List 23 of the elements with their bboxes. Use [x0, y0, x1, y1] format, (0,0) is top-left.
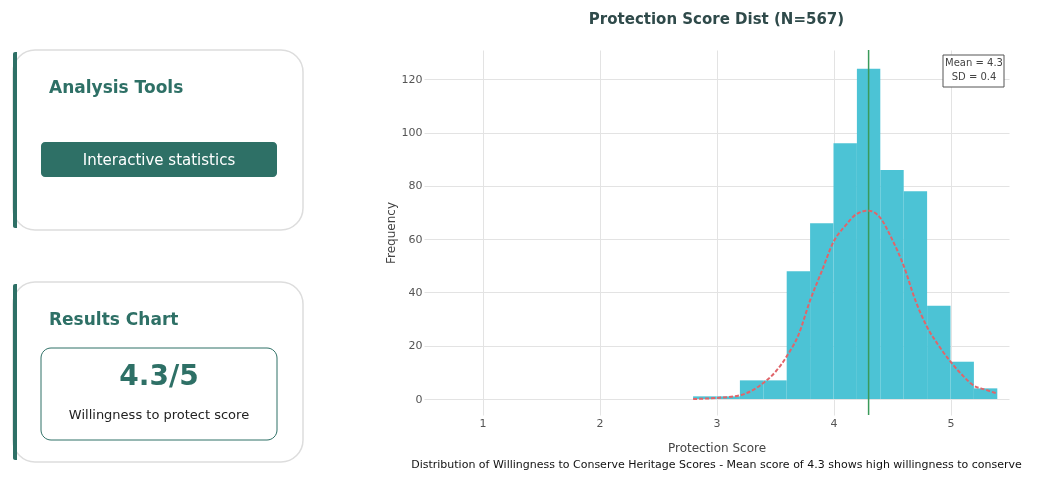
text: Analysis Tools — [49, 77, 184, 97]
text: Results Chart — [49, 309, 179, 329]
x-tick-label: 5 — [947, 416, 955, 430]
annotation: Mean = 4.3 SD = 0.4 — [945, 57, 1003, 82]
y-axis-title: Frequency — [383, 202, 398, 264]
text: Willingness to protect score — [68, 407, 250, 422]
y-tick-label: 120 — [401, 72, 423, 86]
y-tick-label: 20 — [408, 339, 423, 353]
x-tick-label: 3 — [713, 416, 721, 430]
text: Interactive statistics — [82, 151, 236, 169]
y-tick-label: 0 — [415, 392, 423, 406]
y-tick-label: 100 — [401, 126, 423, 140]
y-tick-label: 40 — [408, 285, 423, 299]
x-tick-label: 4 — [830, 416, 838, 430]
x-tick-label: 2 — [596, 416, 604, 430]
y-tick-label: 60 — [408, 232, 423, 246]
text: Distribution of Willingness to Conserve Heritage Scores - Mean score of 4.3 shows high willingness to conserve — [411, 458, 1023, 471]
chart-title: Protection Score Dist (N=567) — [588, 10, 845, 29]
line-series — [692, 209, 999, 401]
x-axis-title: Protection Score — [667, 440, 767, 455]
y-tick-label: 80 — [408, 179, 423, 193]
x-tick-label: 1 — [479, 416, 487, 430]
text: 4.3/5 — [119, 359, 199, 392]
